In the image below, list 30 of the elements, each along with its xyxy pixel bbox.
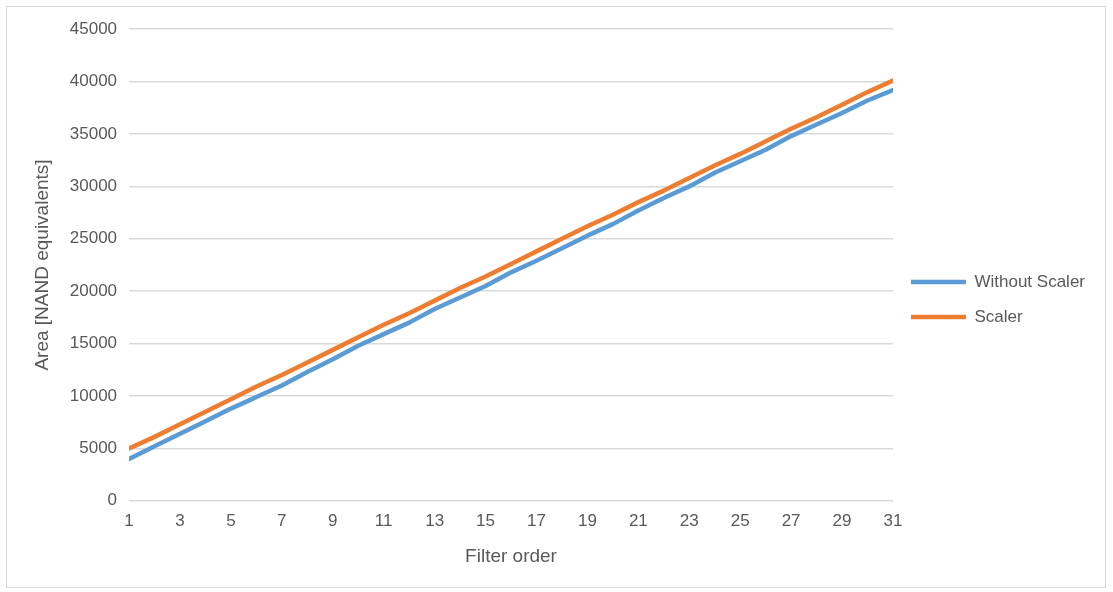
- legend-label: Scaler: [974, 306, 1023, 326]
- y-tick-label: 15000: [69, 333, 118, 353]
- x-axis-title: Filter order: [465, 544, 558, 566]
- x-tick-label: 21: [628, 510, 648, 530]
- x-tick-label: 9: [328, 510, 338, 530]
- x-tick-label: 15: [476, 510, 496, 530]
- x-tick-label: 25: [730, 510, 750, 530]
- x-tick-label: 5: [226, 510, 236, 530]
- y-tick-label: 10000: [69, 385, 118, 405]
- y-tick-label: 35000: [69, 123, 118, 143]
- x-tick-label: 11: [374, 510, 393, 530]
- x-tick-label: 3: [175, 510, 185, 530]
- y-tick-label: 25000: [69, 228, 118, 248]
- y-tick-label: 40000: [69, 71, 118, 91]
- x-tick-label: 17: [527, 510, 546, 530]
- y-tick-label: 45000: [69, 18, 118, 38]
- x-tick-label: 13: [425, 510, 445, 530]
- x-tick-label: 27: [781, 510, 801, 530]
- x-tick-label: 29: [832, 510, 852, 530]
- x-tick-label: 1: [124, 510, 134, 530]
- x-tick-label: 7: [277, 510, 287, 530]
- y-axis-title: Area [NAND equivalents]: [30, 159, 52, 371]
- y-tick-label: 20000: [69, 280, 118, 300]
- x-tick-label: 19: [577, 510, 597, 530]
- x-tick-label: 23: [679, 510, 699, 530]
- legend-label: Without Scaler: [974, 271, 1086, 291]
- y-tick-label: 0: [107, 490, 118, 510]
- y-tick-label: 30000: [69, 176, 118, 196]
- y-tick-label: 5000: [79, 438, 118, 458]
- x-tick-label: 31: [883, 510, 903, 530]
